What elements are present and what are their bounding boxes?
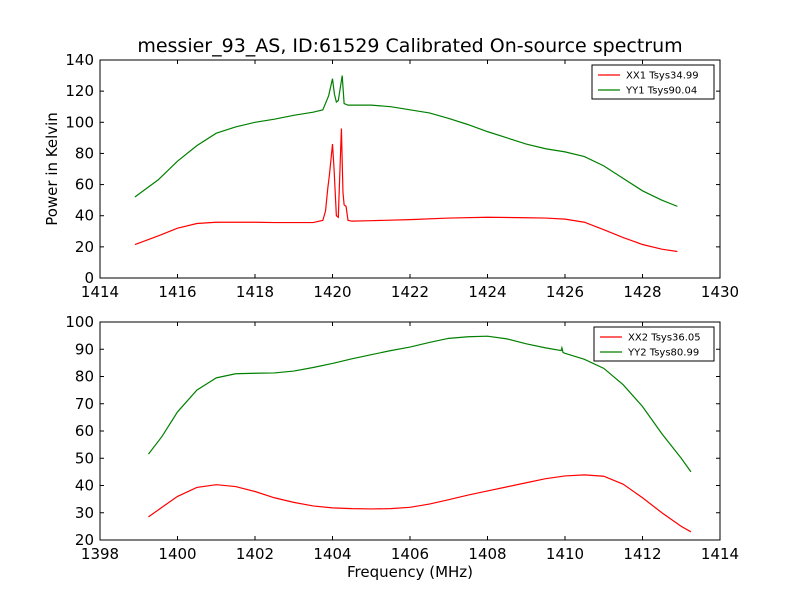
y-tick-label: 20	[75, 531, 94, 549]
x-tick-label: 1426	[546, 283, 584, 301]
series-line-1	[134, 128, 678, 253]
x-tick-label: 1414	[81, 283, 119, 301]
x-tick-label: 1424	[468, 283, 506, 301]
bottom-panel: 1398 1400 1402 1404 1406 1408 1410 1412 1414 20 30…	[65, 313, 739, 581]
legend: XX2 Tsys36.05 YY2 Tsys80.99	[593, 326, 715, 362]
y-tick-label: 100	[65, 313, 94, 331]
legend-box	[591, 64, 715, 100]
x-tick-label: 1414	[701, 545, 739, 563]
chart-title: messier_93_AS, ID:61529 Calibrated On-so…	[137, 35, 682, 57]
x-tick-label: 1400	[158, 545, 196, 563]
x-axis-label: Frequency (MHz)	[347, 563, 473, 581]
legend-label-1: XX2 Tsys36.05	[628, 333, 701, 344]
y-tick-label: 80	[75, 144, 94, 162]
x-tick-label: 1406	[391, 545, 429, 563]
x-tick-label: 1398	[81, 545, 119, 563]
y-tick-label: 40	[75, 477, 94, 495]
series-line-1	[148, 474, 692, 533]
y-tick-label: 30	[75, 504, 94, 522]
y-tick-label: 140	[65, 51, 94, 69]
x-tick-label: 1430	[701, 283, 739, 301]
y-tick-label: 50	[75, 449, 94, 467]
y-tick-label: 80	[75, 368, 94, 386]
x-tick-label: 1404	[313, 545, 351, 563]
y-tick-label: 60	[75, 422, 94, 440]
legend-box	[593, 326, 715, 362]
x-tick-label: 1402	[236, 545, 274, 563]
y-axis-label: Power in Kelvin	[43, 112, 61, 226]
legend: XX1 Tsys34.99 YY1 Tsys90.04	[591, 64, 715, 100]
y-tick-label: 0	[84, 269, 94, 287]
top-panel: 1414 1416 1418 1420 1422 1424 1426 1428 1430 0 20 4…	[43, 51, 739, 301]
x-tick-label: 1418	[236, 283, 274, 301]
x-tick-label: 1428	[623, 283, 661, 301]
y-tick-label: 60	[75, 176, 94, 194]
y-tick-label: 70	[75, 395, 94, 413]
legend-label-2: YY2 Tsys80.99	[627, 348, 699, 359]
x-tick-label: 1410	[546, 545, 584, 563]
x-tick-label: 1420	[313, 283, 351, 301]
y-tick-label: 100	[65, 113, 94, 131]
series-line-2	[147, 335, 692, 473]
x-tick-label: 1416	[158, 283, 196, 301]
series-line-2	[134, 75, 678, 207]
y-tick-label: 120	[65, 82, 94, 100]
y-tick-label: 90	[75, 340, 94, 358]
y-tick-label: 20	[75, 238, 94, 256]
x-tick-label: 1422	[391, 283, 429, 301]
legend-label-2: YY1 Tsys90.04	[625, 86, 697, 97]
x-tick-label: 1408	[468, 545, 506, 563]
y-tick-label: 40	[75, 207, 94, 225]
legend-label-1: XX1 Tsys34.99	[626, 71, 699, 82]
x-tick-label: 1412	[623, 545, 661, 563]
